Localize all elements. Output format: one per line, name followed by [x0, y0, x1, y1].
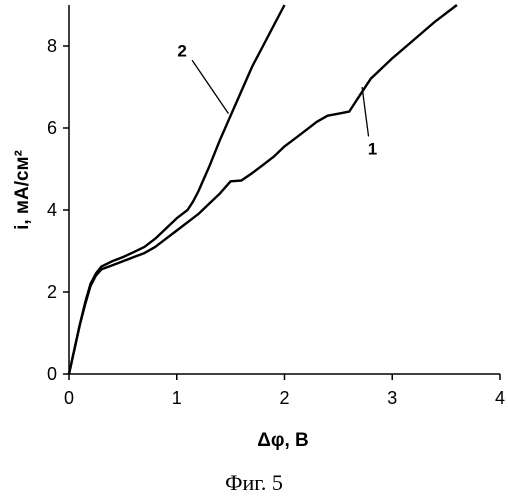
series-group [69, 5, 457, 374]
x-tick-label: 2 [279, 388, 289, 408]
curve-label-2: 2 [177, 41, 186, 60]
axes [69, 5, 500, 374]
curve-label-1: 1 [368, 139, 377, 158]
x-axis-label: Δφ, В [257, 430, 309, 451]
x-tick-label: 0 [64, 388, 74, 408]
y-tick-label: 2 [47, 282, 57, 302]
chart-svg: 0123402468 12 Δφ, В i, мА/см² [0, 0, 508, 470]
leader-line-2 [192, 60, 228, 113]
leader-line-1 [362, 87, 368, 136]
y-tick-label: 6 [47, 118, 57, 138]
annotations: 12 [177, 41, 377, 158]
y-tick-label: 4 [47, 200, 57, 220]
ticks: 0123402468 [47, 36, 505, 408]
series-line-1 [69, 5, 457, 374]
figure-caption: Фиг. 5 [0, 470, 508, 496]
y-tick-label: 8 [47, 36, 57, 56]
x-tick-label: 3 [387, 388, 397, 408]
series-line-2 [69, 5, 285, 374]
x-tick-label: 1 [172, 388, 182, 408]
y-axis-label: i, мА/см² [12, 150, 33, 230]
x-tick-label: 4 [495, 388, 505, 408]
y-tick-label: 0 [47, 364, 57, 384]
